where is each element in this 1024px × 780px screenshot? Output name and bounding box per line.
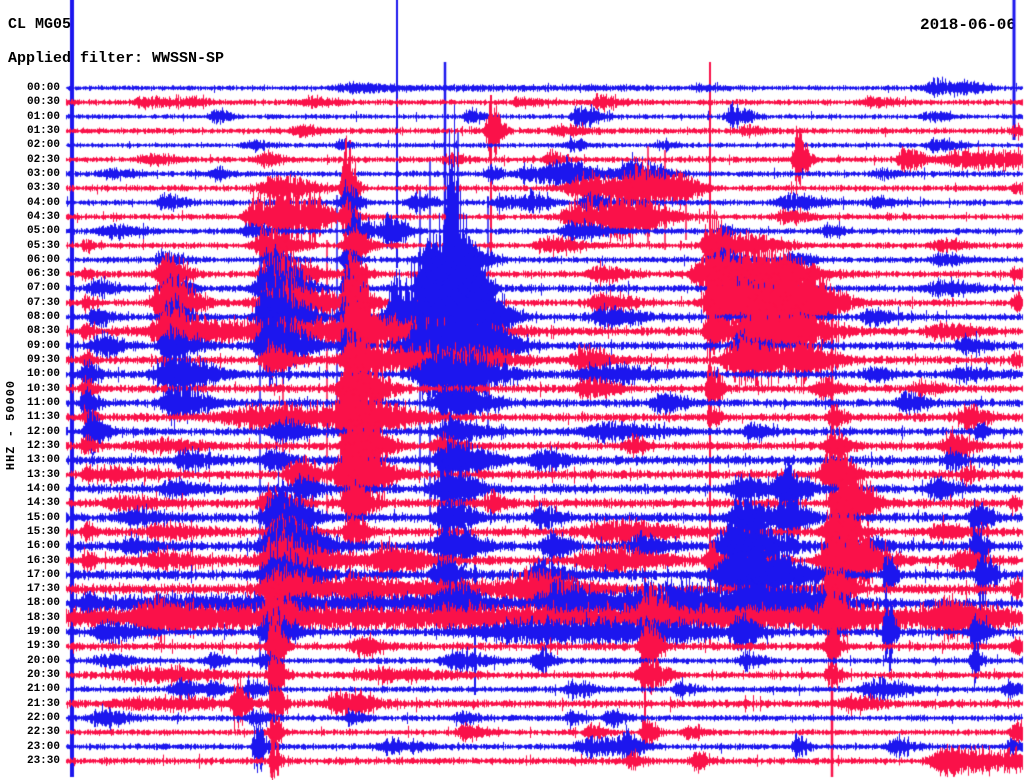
time-label: 07:30 [26,296,60,309]
time-label: 19:30 [26,640,60,653]
time-label: 18:30 [26,611,60,624]
filter-label: Applied filter: WWSSN-SP [8,50,225,67]
time-label: 19:00 [26,626,60,639]
time-label: 04:00 [26,196,60,209]
time-label: 15:00 [26,511,60,524]
time-label: 06:30 [26,268,60,281]
time-label: 16:00 [26,540,60,553]
time-label: 17:30 [26,583,60,596]
time-label: 07:00 [26,282,60,295]
time-label: 10:00 [26,368,60,381]
time-label: 14:00 [26,482,60,495]
time-label: 17:00 [26,568,60,581]
time-label: 08:30 [26,325,60,338]
time-label: 06:00 [26,253,60,266]
time-label: 00:00 [26,82,60,94]
time-label: 20:00 [26,654,60,667]
time-label: 04:30 [26,210,60,223]
time-label: 09:30 [26,354,60,367]
time-label: 23:00 [26,740,60,753]
time-label: 21:00 [26,683,60,696]
time-label: 02:30 [26,153,60,166]
time-label: 11:00 [26,397,60,410]
time-label: 22:00 [26,712,60,725]
time-label: 02:00 [26,139,60,152]
time-label: 13:00 [26,454,60,467]
time-label: 05:30 [26,239,60,252]
time-label: 23:30 [26,754,60,767]
time-label: 21:30 [26,697,60,710]
time-label: 18:00 [26,597,60,610]
time-label: 09:00 [26,339,60,352]
time-label: 16:30 [26,554,60,567]
time-label: 00:30 [26,96,60,109]
time-label: 11:30 [26,411,60,424]
time-label: 05:00 [26,225,60,238]
time-label: 12:00 [26,425,60,438]
time-label: 01:30 [26,124,60,137]
time-label: 01:00 [26,110,60,123]
time-label: 12:30 [26,439,60,452]
time-label: 14:30 [26,497,60,510]
time-label: 10:30 [26,382,60,395]
station-label: CL MG05 [8,16,72,33]
time-label: 08:00 [26,311,60,324]
time-label: 13:30 [26,468,60,481]
time-label: 03:30 [26,182,60,195]
time-label: 22:30 [26,726,60,739]
time-label: 20:30 [26,669,60,682]
date-label: 2018-06-06 [919,16,1016,34]
time-label: 03:00 [26,167,60,180]
time-label: 15:30 [26,525,60,538]
